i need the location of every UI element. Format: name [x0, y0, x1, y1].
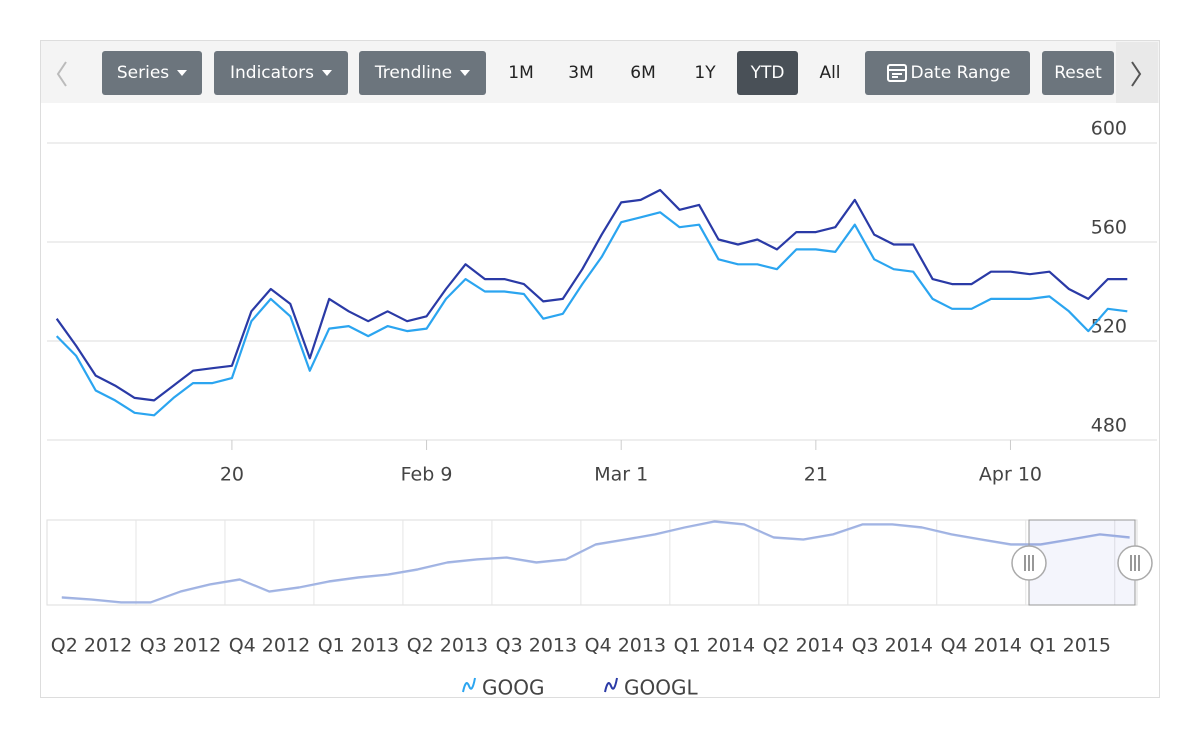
button-label: Series: [116, 63, 170, 83]
chart-card: [40, 40, 1160, 698]
x-tick-label: Q4 2012: [229, 635, 310, 657]
button-label: All: [819, 63, 841, 83]
toolbar-button[interactable]: 1Y: [684, 51, 726, 95]
x-tick-label: Apr 10: [979, 464, 1042, 486]
navigator-grid: [135, 520, 1116, 605]
toolbar-button[interactable]: Date Range: [865, 51, 1030, 95]
x-tick-label: Q3 2012: [140, 635, 221, 657]
button-label: 3M: [568, 63, 594, 83]
button-label: YTD: [750, 63, 785, 83]
button-label: 6M: [630, 63, 656, 83]
x-tick-label: Q4 2013: [585, 635, 666, 657]
x-tick-label: Q1 2014: [674, 635, 755, 657]
plot: 480 520 560 600 20 Feb 9 Mar 1 21 Apr 10 Q2 2012 Q…: [47, 118, 1157, 657]
toolbar-button[interactable]: Indicators: [214, 51, 348, 95]
y-tick-label: 560: [1091, 217, 1127, 239]
button-label: Date Range: [910, 63, 1011, 83]
legend-icon: [462, 677, 476, 693]
x-tick-label: 20: [220, 464, 244, 486]
toolbar-button[interactable]: 1M: [500, 51, 542, 95]
navigator-frame: [46, 519, 1138, 606]
x-tick-label: Q3 2014: [852, 635, 933, 657]
scroll-right[interactable]: [1131, 61, 1142, 87]
x-tick-label: Q3 2013: [496, 635, 577, 657]
x-tick-label: Q2 2014: [763, 635, 844, 657]
toolbar-button[interactable]: Reset: [1042, 51, 1114, 95]
range-handle-right[interactable]: [1117, 545, 1153, 581]
x-tick-label: Q1 2013: [318, 635, 399, 657]
series-line: [61, 521, 1130, 604]
x-tick-label: 21: [804, 464, 828, 486]
range-handle-left[interactable]: [1011, 545, 1047, 581]
series-line: [55, 188, 1128, 402]
x-tick-label: Q2 2012: [51, 635, 132, 657]
toolbar-button[interactable]: 6M: [622, 51, 664, 95]
scroll-right-bg: [1116, 42, 1158, 103]
x-tick-label: Q1 2015: [1030, 635, 1111, 657]
toolbar-button[interactable]: Trendline: [359, 51, 486, 95]
scroll-left[interactable]: [56, 61, 67, 87]
y-tick-label: 600: [1091, 118, 1127, 140]
button-label: Trendline: [374, 63, 453, 83]
series-line: [55, 211, 1128, 417]
y-tick-label: 480: [1091, 415, 1127, 437]
button-label: 1M: [508, 63, 534, 83]
x-tick-label: Q2 2013: [407, 635, 488, 657]
toolbar-button[interactable]: All: [808, 51, 852, 95]
toolbar-button[interactable]: YTD: [737, 51, 798, 95]
button-label: Reset: [1054, 63, 1102, 83]
series-line: [61, 520, 1130, 603]
caret: [460, 70, 471, 76]
x-tick-label: Feb 9: [401, 464, 453, 486]
toolbar-button[interactable]: Series: [102, 51, 202, 95]
toolbar-button[interactable]: 3M: [560, 51, 602, 95]
button-label: Indicators: [230, 63, 314, 83]
legend-label[interactable]: GOOG: [482, 676, 544, 700]
y-tick-label: 520: [1091, 316, 1127, 338]
caret: [321, 70, 332, 76]
legend-icon: [604, 677, 618, 693]
x-tick-label: Mar 1: [594, 464, 648, 486]
legend-label[interactable]: GOOGL: [624, 676, 698, 700]
caret: [177, 70, 188, 76]
x-tick-label: Q4 2014: [941, 635, 1022, 657]
button-label: 1Y: [694, 63, 716, 83]
